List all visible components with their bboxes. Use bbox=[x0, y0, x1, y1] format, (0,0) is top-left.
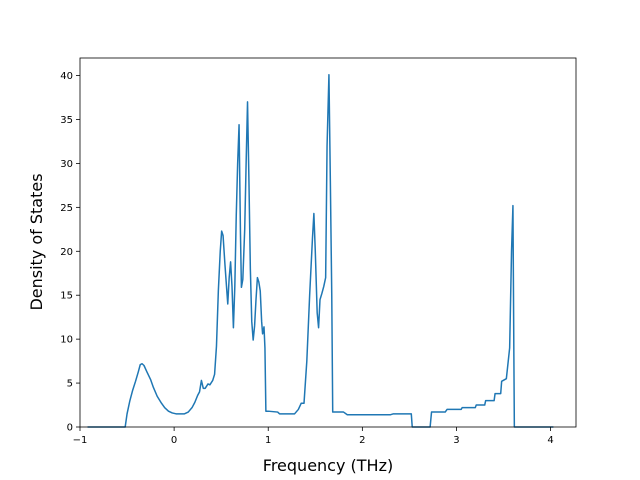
y-tick-label: 0 bbox=[67, 423, 73, 434]
x-tick-label: −1 bbox=[73, 435, 88, 446]
x-tick-label: 3 bbox=[453, 435, 459, 446]
y-tick-label: 15 bbox=[60, 291, 73, 302]
axes-frame bbox=[79, 57, 577, 428]
y-tick-label: 35 bbox=[60, 115, 73, 126]
dos-series-line-0 bbox=[87, 73, 554, 428]
x-tick-label: 2 bbox=[359, 435, 365, 446]
x-tick-label: 4 bbox=[547, 435, 553, 446]
y-axis-label: Density of States bbox=[27, 173, 46, 310]
x-tick-label: 1 bbox=[265, 435, 271, 446]
y-tick-label: 30 bbox=[60, 159, 73, 170]
y-axis-ticks: 0 5 10 15 20 25 30 35 40 bbox=[60, 71, 80, 434]
plot-area bbox=[79, 57, 577, 428]
x-axis-label: Frequency (THz) bbox=[263, 456, 393, 475]
x-axis-ticks: −1 0 1 2 3 4 bbox=[73, 427, 554, 446]
y-tick-label: 5 bbox=[67, 379, 73, 390]
y-tick-label: 40 bbox=[60, 71, 73, 82]
y-tick-label: 20 bbox=[60, 247, 73, 258]
x-tick-label: 0 bbox=[171, 435, 177, 446]
y-tick-label: 10 bbox=[60, 335, 73, 346]
y-tick-label: 25 bbox=[60, 203, 73, 214]
